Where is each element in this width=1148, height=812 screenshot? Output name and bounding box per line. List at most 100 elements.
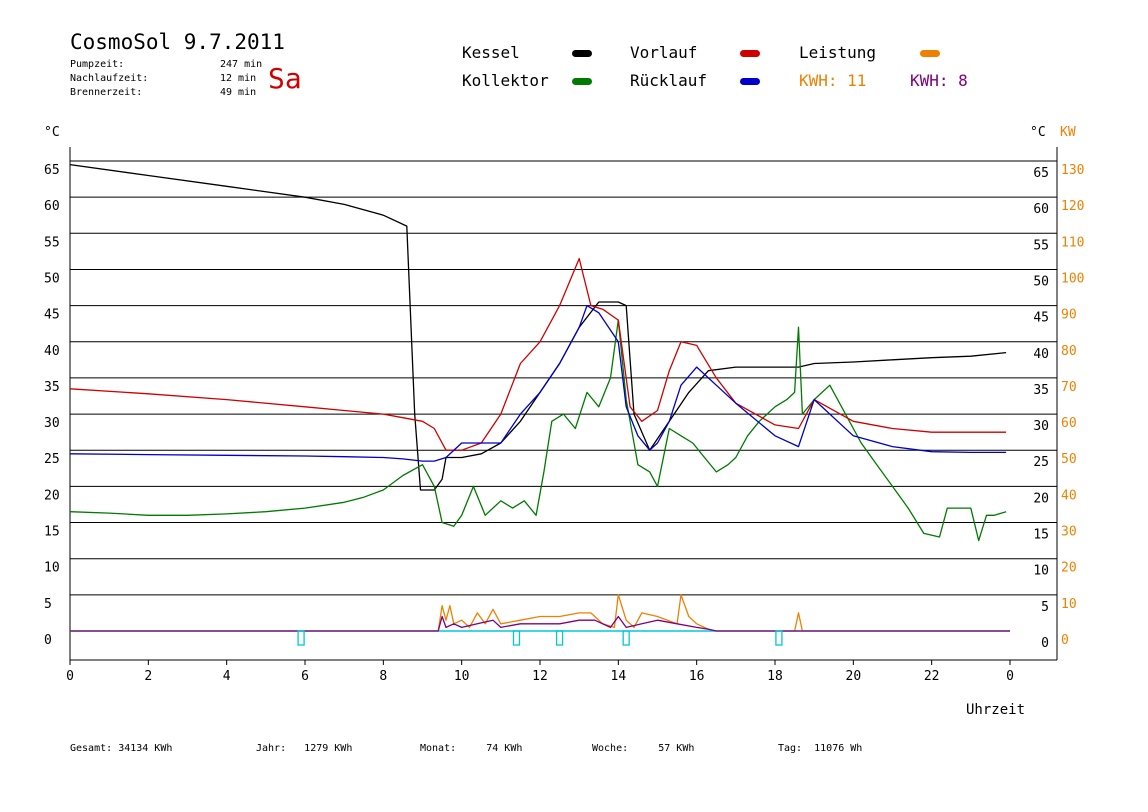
y-tick-label-right: 0 bbox=[1041, 636, 1049, 651]
y2-tick-label: 0 bbox=[1061, 633, 1069, 648]
y-tick-label-right: 60 bbox=[1033, 202, 1049, 217]
footer-label: Woche: bbox=[592, 743, 629, 754]
series-rcklauf-line bbox=[69, 304, 1007, 462]
y2-tick-label: 30 bbox=[1061, 525, 1077, 540]
y-axis-label-right: °C bbox=[1030, 125, 1046, 140]
series-kessel-line bbox=[69, 163, 1007, 491]
x-tick-label: 10 bbox=[454, 669, 470, 684]
footer-year: Jahr: 1279 KWh bbox=[256, 743, 352, 754]
x-tick-label: 0 bbox=[1006, 669, 1014, 684]
stat-value: 247 min bbox=[220, 59, 263, 70]
legend-kwh-solar: KWH: 11 bbox=[799, 71, 867, 90]
pump-marker bbox=[512, 630, 521, 646]
y-tick-label-left: 10 bbox=[44, 561, 60, 576]
day-of-week: Sa bbox=[268, 62, 302, 95]
y-tick-label-left: 55 bbox=[44, 235, 60, 250]
x-tick-label: 14 bbox=[611, 669, 627, 684]
grid-lines bbox=[70, 160, 1057, 596]
y-axis-label-left: °C bbox=[44, 125, 60, 140]
legend-vorlauf-label: Vorlauf bbox=[630, 43, 698, 62]
x-tick-label: 8 bbox=[379, 669, 387, 684]
y-tick-label-left: 35 bbox=[44, 380, 60, 395]
stat-value: 12 min bbox=[220, 73, 257, 84]
x-tick-label: 20 bbox=[846, 669, 862, 684]
footer-value: 57 KWh bbox=[658, 743, 695, 754]
y-tick-label-right: 65 bbox=[1033, 166, 1049, 181]
stat-label: Nachlaufzeit: bbox=[70, 73, 149, 84]
x-axis-label: Uhrzeit bbox=[966, 702, 1025, 718]
y2-tick-label: 80 bbox=[1061, 344, 1077, 359]
x-tick-label: 0 bbox=[66, 669, 74, 684]
footer-value: 11076 Wh bbox=[814, 743, 863, 754]
y2-tick-label: 10 bbox=[1061, 597, 1077, 612]
series-vorlauf-line bbox=[69, 257, 1007, 451]
stat-label: Brennerzeit: bbox=[70, 87, 143, 98]
x-tick-label: 12 bbox=[532, 669, 548, 684]
x-tick-label: 6 bbox=[301, 669, 309, 684]
y2-tick-label: 60 bbox=[1061, 416, 1077, 431]
legend-ruecklauf-label: Rücklauf bbox=[630, 71, 708, 90]
series-power-b-line bbox=[70, 615, 1010, 632]
series-lines bbox=[69, 163, 1010, 632]
y-tick-label-right: 55 bbox=[1033, 238, 1049, 253]
x-tick-label: 4 bbox=[223, 669, 231, 684]
y-tick-label-left: 30 bbox=[44, 416, 60, 431]
y2-tick-label: 120 bbox=[1061, 199, 1084, 214]
footer-value: 1279 KWh bbox=[304, 743, 353, 754]
y2-tick-label: 100 bbox=[1061, 271, 1084, 286]
y-tick-label-left: 60 bbox=[44, 199, 60, 214]
y-tick-label-right: 10 bbox=[1033, 564, 1049, 579]
footer-label: Monat: bbox=[420, 743, 457, 754]
y-tick-label-right: 45 bbox=[1033, 311, 1049, 326]
burner-time-stat: Brennerzeit: 49 min bbox=[70, 86, 256, 100]
y-tick-label-left: 0 bbox=[44, 633, 52, 648]
legend-kessel-label: Kessel bbox=[462, 43, 520, 62]
y-tick-label-left: 40 bbox=[44, 344, 60, 359]
series-kollektor-line bbox=[69, 319, 1007, 542]
footer-label: Gesamt: bbox=[70, 743, 113, 754]
footer-value: 74 KWh bbox=[486, 743, 523, 754]
legend-kwh-burner: KWH: 8 bbox=[910, 71, 968, 90]
footer-day: Tag: 11076 Wh bbox=[778, 743, 862, 754]
y-tick-label-right: 5 bbox=[1041, 600, 1049, 615]
footer-label: Tag: bbox=[778, 743, 803, 754]
stat-value: 49 min bbox=[220, 87, 257, 98]
legend-kollektor-swatch bbox=[572, 78, 592, 85]
footer-week: Woche: 57 KWh bbox=[592, 743, 694, 754]
y-tick-label-right: 30 bbox=[1033, 419, 1049, 434]
y-tick-label-left: 5 bbox=[44, 597, 52, 612]
y2-tick-label: 110 bbox=[1061, 235, 1084, 250]
y-tick-label-left: 65 bbox=[44, 163, 60, 178]
y-tick-label-right: 25 bbox=[1033, 455, 1049, 470]
footer-total: Gesamt: 34134 KWh bbox=[70, 743, 172, 754]
pump-marker bbox=[297, 630, 305, 646]
legend-kollektor-label: Kollektor bbox=[462, 71, 549, 90]
pump-markers bbox=[297, 630, 783, 646]
y2-axis-label: KW bbox=[1060, 125, 1076, 140]
y2-tick-label: 20 bbox=[1061, 561, 1077, 576]
y-tick-label-left: 45 bbox=[44, 308, 60, 323]
y-tick-label-left: 20 bbox=[44, 488, 60, 503]
x-tick-label: 18 bbox=[767, 669, 783, 684]
axes bbox=[69, 147, 1058, 665]
y2-tick-label: 50 bbox=[1061, 452, 1077, 467]
footer-label: Jahr: bbox=[256, 743, 287, 754]
y2-tick-label: 90 bbox=[1061, 308, 1077, 323]
stat-label: Pumpzeit: bbox=[70, 59, 125, 70]
pump-marker bbox=[555, 630, 564, 646]
y-tick-label-right: 20 bbox=[1033, 491, 1049, 506]
y-tick-label-right: 40 bbox=[1033, 347, 1049, 362]
chart-title: CosmoSol 9.7.2011 bbox=[70, 30, 285, 54]
legend-vorlauf-swatch bbox=[740, 50, 760, 57]
y2-tick-label: 40 bbox=[1061, 488, 1077, 503]
legend-leistung-label: Leistung bbox=[799, 43, 877, 62]
pump-marker bbox=[775, 630, 783, 646]
legend-kessel-swatch bbox=[572, 50, 592, 57]
x-tick-label: 22 bbox=[924, 669, 940, 684]
x-tick-label: 16 bbox=[689, 669, 705, 684]
y-tick-label-left: 25 bbox=[44, 452, 60, 467]
footer-month: Monat: 74 KWh bbox=[420, 743, 522, 754]
y-tick-label-left: 50 bbox=[44, 271, 60, 286]
